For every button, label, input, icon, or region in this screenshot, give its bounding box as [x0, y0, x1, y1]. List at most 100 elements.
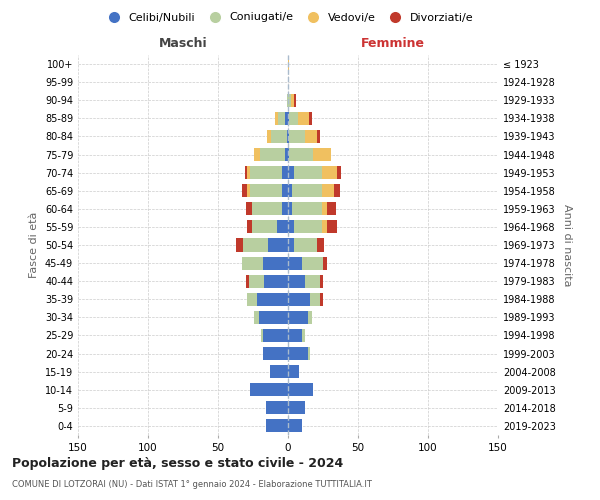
Bar: [289, 148, 313, 161]
Bar: [270, 365, 288, 378]
Bar: [309, 112, 312, 125]
Bar: [288, 238, 293, 252]
Bar: [283, 184, 288, 197]
Bar: [288, 402, 305, 414]
Bar: [278, 112, 285, 125]
Bar: [251, 220, 277, 234]
Bar: [247, 166, 250, 179]
Bar: [264, 274, 288, 287]
Bar: [268, 238, 288, 252]
Bar: [266, 402, 288, 414]
Bar: [288, 148, 289, 161]
Bar: [293, 220, 322, 234]
Bar: [263, 347, 288, 360]
Bar: [292, 184, 322, 197]
Bar: [288, 383, 313, 396]
Bar: [246, 274, 249, 287]
Bar: [302, 256, 323, 270]
Bar: [247, 293, 257, 306]
Bar: [288, 347, 308, 360]
Bar: [288, 365, 299, 378]
Bar: [285, 112, 288, 125]
Bar: [291, 94, 293, 107]
Bar: [288, 256, 302, 270]
Bar: [305, 274, 320, 287]
Bar: [323, 256, 327, 270]
Bar: [298, 112, 309, 125]
Bar: [287, 130, 288, 143]
Bar: [242, 184, 247, 197]
Bar: [257, 293, 288, 306]
Bar: [305, 130, 317, 143]
Bar: [242, 256, 263, 270]
Bar: [287, 94, 288, 107]
Legend: Celibi/Nubili, Coniugati/e, Vedovi/e, Divorziati/e: Celibi/Nubili, Coniugati/e, Vedovi/e, Di…: [98, 8, 478, 27]
Text: COMUNE DI LOTZORAI (NU) - Dati ISTAT 1° gennaio 2024 - Elaborazione TUTTITALIA.I: COMUNE DI LOTZORAI (NU) - Dati ISTAT 1° …: [12, 480, 372, 489]
Bar: [308, 347, 310, 360]
Bar: [322, 166, 337, 179]
Bar: [267, 130, 271, 143]
Bar: [247, 184, 250, 197]
Bar: [285, 148, 288, 161]
Bar: [302, 329, 305, 342]
Bar: [260, 148, 285, 161]
Bar: [288, 420, 302, 432]
Bar: [249, 274, 264, 287]
Bar: [320, 274, 323, 287]
Bar: [288, 311, 308, 324]
Bar: [277, 220, 288, 234]
Bar: [288, 112, 289, 125]
Bar: [250, 184, 283, 197]
Bar: [288, 274, 305, 287]
Bar: [308, 311, 312, 324]
Bar: [250, 383, 288, 396]
Bar: [288, 184, 292, 197]
Bar: [317, 130, 320, 143]
Bar: [337, 166, 341, 179]
Bar: [288, 130, 289, 143]
Bar: [327, 220, 337, 234]
Text: Popolazione per età, sesso e stato civile - 2024: Popolazione per età, sesso e stato civil…: [12, 458, 343, 470]
Bar: [251, 202, 283, 215]
Bar: [288, 220, 293, 234]
Bar: [288, 166, 293, 179]
Bar: [263, 329, 288, 342]
Y-axis label: Anni di nascita: Anni di nascita: [562, 204, 572, 286]
Text: Femmine: Femmine: [361, 36, 425, 50]
Bar: [246, 202, 251, 215]
Bar: [288, 329, 302, 342]
Bar: [243, 238, 268, 252]
Bar: [275, 112, 278, 125]
Bar: [288, 94, 291, 107]
Bar: [292, 202, 322, 215]
Text: Maschi: Maschi: [158, 36, 208, 50]
Bar: [245, 166, 247, 179]
Bar: [293, 238, 317, 252]
Bar: [289, 130, 305, 143]
Bar: [293, 94, 296, 107]
Bar: [288, 293, 310, 306]
Bar: [293, 166, 322, 179]
Bar: [254, 148, 260, 161]
Bar: [259, 311, 288, 324]
Bar: [254, 311, 259, 324]
Bar: [320, 293, 323, 306]
Bar: [288, 202, 292, 215]
Bar: [262, 329, 263, 342]
Bar: [289, 112, 298, 125]
Y-axis label: Fasce di età: Fasce di età: [29, 212, 39, 278]
Bar: [322, 202, 327, 215]
Bar: [334, 184, 340, 197]
Bar: [283, 202, 288, 215]
Bar: [317, 238, 325, 252]
Bar: [322, 220, 327, 234]
Bar: [288, 58, 289, 70]
Bar: [263, 256, 288, 270]
Bar: [271, 130, 287, 143]
Bar: [313, 148, 331, 161]
Bar: [266, 420, 288, 432]
Bar: [327, 202, 335, 215]
Bar: [236, 238, 243, 252]
Bar: [310, 293, 320, 306]
Bar: [322, 184, 334, 197]
